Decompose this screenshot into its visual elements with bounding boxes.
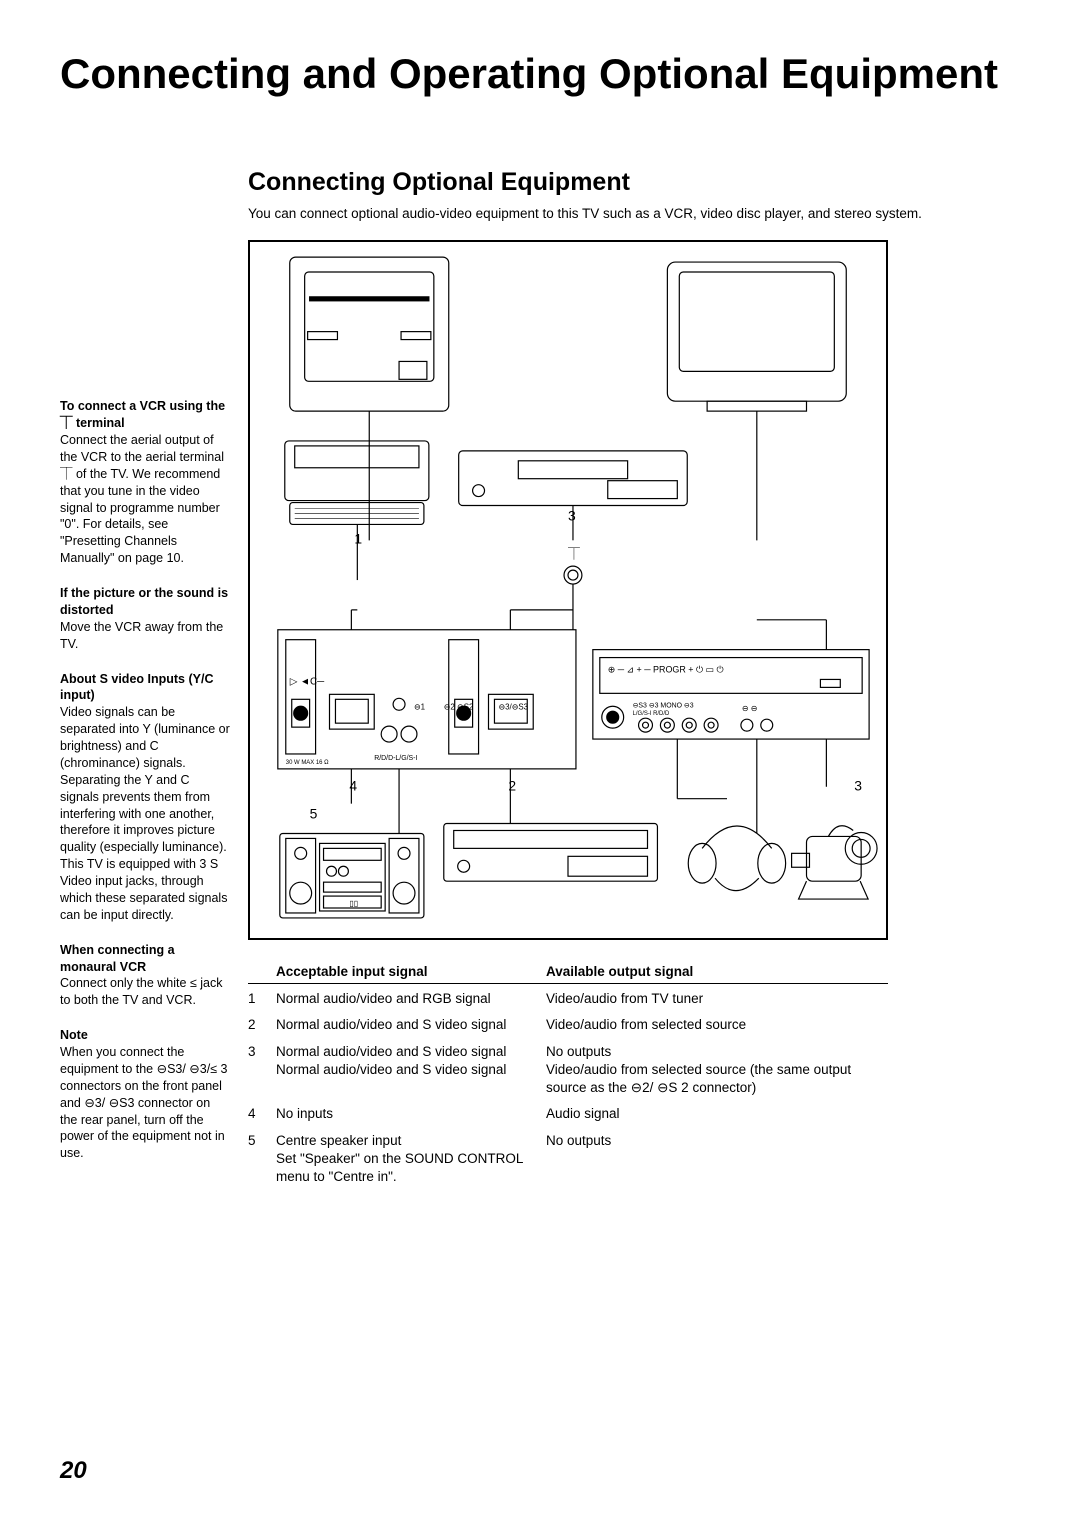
section-title: Connecting Optional Equipment [248,168,1020,197]
row-num: 3 [248,1043,276,1098]
svg-text:R/D/D-L/G/S-I: R/D/D-L/G/S-I [374,755,417,762]
diagram-label-3a: 3 [568,508,576,524]
sidebar-notes: To connect a VCR using the ⏉ terminal Co… [60,168,230,1194]
row-num: 4 [248,1105,276,1123]
row-in: Normal audio/video and S video signalNor… [276,1043,546,1098]
row-out: No outputsVideo/audio from selected sour… [546,1043,888,1098]
svg-text:⏉: ⏉ [568,547,580,561]
svg-text:⊖ ⊖: ⊖ ⊖ [742,704,758,713]
row-num: 1 [248,990,276,1008]
row-out: Video/audio from selected source [546,1016,888,1034]
note-tx-vcr: Connect the aerial output of the VCR to … [60,433,224,565]
row-in: Normal audio/video and S video signal [276,1016,546,1034]
note-hd-note: Note [60,1028,88,1042]
row-num: 2 [248,1016,276,1034]
svg-text:⊖3/⊖S3: ⊖3/⊖S3 [498,702,528,711]
note-tx-svideo: Video signals can be separated into Y (l… [60,705,230,922]
main-column: Connecting Optional Equipment You can co… [248,168,1020,1194]
row-out: No outputs [546,1132,888,1187]
row-out: Video/audio from TV tuner [546,990,888,1008]
diagram-svg: ⏉ ▷ ◄ [250,242,886,938]
note-tx-distort: Move the VCR away from the TV. [60,620,223,651]
row-out: Audio signal [546,1105,888,1123]
row-in: Centre speaker inputSet "Speaker" on the… [276,1132,546,1187]
diagram-label-3b: 3 [854,778,862,794]
note-hd-distort: If the picture or the sound is distorted [60,586,228,617]
row-num: 5 [248,1132,276,1187]
diagram-label-1: 1 [354,530,362,546]
diagram-label-2: 2 [508,778,516,794]
th-output: Available output signal [546,964,888,979]
diagram-label-4: 4 [349,778,357,794]
svg-text:L/G/S-I R/D/D: L/G/S-I R/D/D [633,711,670,717]
svg-text:▷ ◄C─: ▷ ◄C─ [290,677,325,688]
page-title: Connecting and Operating Optional Equipm… [60,50,1020,98]
note-hd-svideo: About S video Inputs (Y/C input) [60,672,213,703]
connection-diagram: ⏉ ▷ ◄ [248,240,888,940]
row-in: Normal audio/video and RGB signal [276,990,546,1008]
note-hd-mono: When connecting a monaural VCR [60,943,175,974]
svg-text:▯▯: ▯▯ [349,899,358,908]
svg-text:⊕ ─ ⊿ + ─ PROGR + ⏻: ⊕ ─ ⊿ + ─ PROGR + ⏻ ▭ ⏻ [608,665,724,675]
row-in: No inputs [276,1105,546,1123]
th-input: Acceptable input signal [276,964,546,979]
svg-text:⊖1: ⊖1 [414,702,426,711]
note-tx-note: When you connect the equipment to the ⊖S… [60,1045,228,1160]
note-tx-mono: Connect only the white ≤ jack to both th… [60,976,223,1007]
intro-text: You can connect optional audio-video equ… [248,205,1020,224]
svg-text:⊖2 ⊖S2: ⊖2 ⊖S2 [444,702,474,711]
note-hd-vcr: To connect a VCR using the ⏉ terminal [60,399,225,430]
svg-text:⊖S3 ⊖3 MONO ⊖3: ⊖S3 ⊖3 MONO ⊖3 [633,702,694,709]
signal-table: Acceptable input signal Available output… [248,964,888,1186]
page-number: 20 [60,1457,87,1485]
svg-text:30 W MAX 16 Ω: 30 W MAX 16 Ω [286,760,329,766]
diagram-label-5: 5 [310,806,318,822]
